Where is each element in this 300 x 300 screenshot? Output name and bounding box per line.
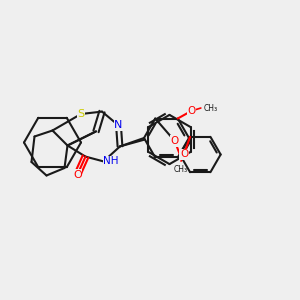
Text: O: O (73, 169, 82, 180)
Text: O: O (171, 136, 179, 146)
Text: N: N (114, 120, 123, 130)
Text: NH: NH (103, 156, 119, 167)
Text: O: O (180, 149, 188, 159)
Text: S: S (77, 109, 85, 119)
Text: CH₃: CH₃ (174, 165, 188, 174)
Text: CH₃: CH₃ (204, 103, 218, 112)
Text: O: O (187, 106, 195, 116)
